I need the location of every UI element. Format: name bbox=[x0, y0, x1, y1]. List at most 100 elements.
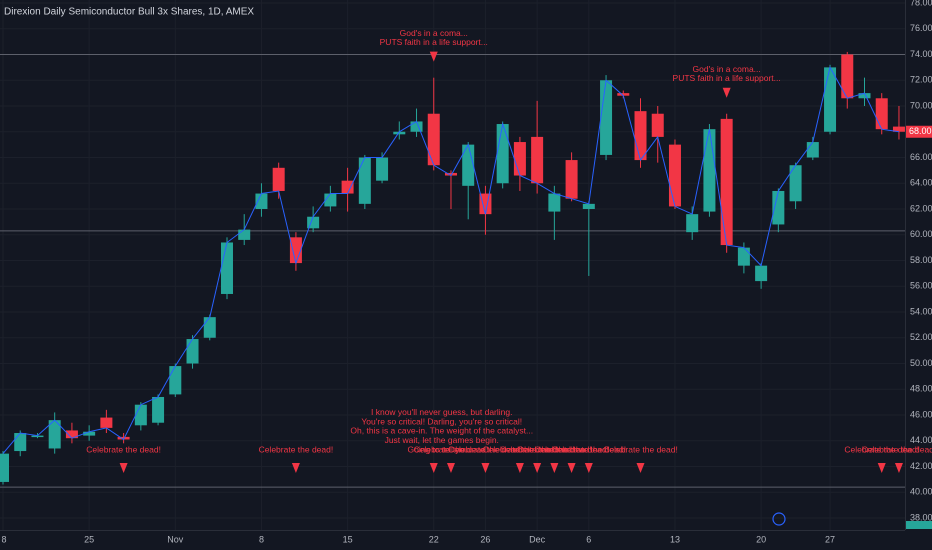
candle-body bbox=[841, 54, 854, 99]
annotation-text: Celebrate the dead! bbox=[259, 444, 334, 454]
candle-body bbox=[14, 433, 27, 452]
candle-body bbox=[0, 453, 9, 482]
candle-body bbox=[531, 136, 544, 184]
candle-body bbox=[496, 124, 509, 184]
x-tick-label: 13 bbox=[670, 534, 680, 544]
candle-body bbox=[272, 167, 285, 191]
last-price-label: 68.00 bbox=[909, 126, 932, 136]
signal-marker bbox=[636, 463, 645, 473]
annotation-text: Going to tell you... bbox=[407, 444, 476, 454]
signal-marker bbox=[877, 463, 886, 473]
signal-marker bbox=[533, 463, 542, 473]
candle-body bbox=[238, 229, 251, 240]
y-tick-label: 60.00 bbox=[910, 229, 932, 239]
candle-body bbox=[858, 93, 871, 99]
candle-body bbox=[772, 190, 785, 225]
annotation-text: Celebrate the dead! bbox=[844, 444, 919, 454]
candle-body bbox=[617, 93, 630, 96]
signal-marker bbox=[550, 463, 559, 473]
annotation-text: Celebrate the dead! bbox=[500, 444, 575, 454]
candle-body bbox=[668, 144, 681, 207]
candle-body bbox=[307, 216, 320, 229]
y-tick-label: 66.00 bbox=[910, 152, 932, 162]
candle-body bbox=[720, 118, 733, 246]
grid bbox=[0, 0, 905, 530]
x-tick-label: 20 bbox=[756, 534, 766, 544]
candle-body bbox=[548, 193, 561, 212]
annotation-text: God's in a coma... bbox=[400, 28, 468, 38]
y-tick-label: 62.00 bbox=[910, 203, 932, 213]
annotation-text: PUTS faith in a life support... bbox=[673, 73, 781, 83]
candle-body bbox=[65, 430, 78, 439]
signal-marker bbox=[446, 463, 455, 473]
x-tick-label: 8 bbox=[1, 534, 6, 544]
candle-body bbox=[444, 172, 457, 176]
candle-body bbox=[789, 165, 802, 202]
x-tick-label: 8 bbox=[259, 534, 264, 544]
annotation-text: I know you'll never guess, but darling. bbox=[371, 407, 512, 417]
candle-body bbox=[341, 180, 354, 194]
y-tick-label: 54.00 bbox=[910, 306, 932, 316]
candle-body bbox=[134, 404, 147, 426]
dividend-icon bbox=[772, 512, 786, 526]
annotation-text: PUTS faith in a life support... bbox=[380, 37, 488, 47]
annotation-text: Celebrate the dead! bbox=[551, 444, 626, 454]
candle-body bbox=[806, 142, 819, 158]
annotation-text: Oh, this is a cave-in. The weight of the… bbox=[350, 426, 533, 436]
x-tick-label: 15 bbox=[343, 534, 353, 544]
signal-marker bbox=[722, 87, 731, 98]
signal-marker bbox=[291, 463, 300, 473]
x-tick-label: Dec bbox=[529, 534, 546, 544]
annotation-text: You're so critical! Darling, you're so c… bbox=[361, 416, 522, 426]
annotations: God's in a coma...PUTS faith in a life s… bbox=[86, 28, 932, 473]
candle-body bbox=[875, 98, 888, 130]
signal-marker bbox=[584, 463, 593, 473]
chart-title: Direxion Daily Semiconductor Bull 3x Sha… bbox=[4, 7, 254, 18]
y-tick-label: 72.00 bbox=[910, 75, 932, 85]
candle-body bbox=[600, 80, 613, 155]
annotation-text: God's in a coma... bbox=[693, 64, 761, 74]
signal-marker bbox=[567, 463, 576, 473]
annotation-text: Celebrate the dead! bbox=[534, 444, 609, 454]
candle-body bbox=[186, 339, 199, 364]
x-tick-label: 27 bbox=[825, 534, 835, 544]
candle-body bbox=[703, 129, 716, 212]
y-tick-label: 42.00 bbox=[910, 461, 932, 471]
candle-body bbox=[582, 203, 595, 209]
candle-body bbox=[255, 193, 268, 209]
candle-body bbox=[427, 113, 440, 166]
candle-body bbox=[376, 157, 389, 181]
candle-body bbox=[634, 111, 647, 161]
y-tick-label: 56.00 bbox=[910, 281, 932, 291]
candle-body bbox=[169, 366, 182, 395]
candle-body bbox=[462, 144, 475, 186]
y-tick-label: 50.00 bbox=[910, 358, 932, 368]
last-price-badge bbox=[906, 125, 932, 138]
signal-marker bbox=[429, 463, 438, 473]
annotation-text: Celebrate the dead! bbox=[603, 444, 678, 454]
signal-marker bbox=[429, 51, 438, 62]
candle-body bbox=[410, 121, 423, 132]
y-tick-label: 38.00 bbox=[910, 512, 932, 522]
annotation-text: Celebrate the dead! bbox=[483, 444, 558, 454]
candle-body bbox=[117, 436, 130, 440]
y-tick-label: 44.00 bbox=[910, 435, 932, 445]
x-tick-label: Nov bbox=[167, 534, 184, 544]
candle-body bbox=[220, 242, 233, 294]
candle-body bbox=[100, 417, 113, 428]
signal-marker bbox=[119, 463, 128, 473]
annotation-text: Celebrate the dead! bbox=[86, 444, 161, 454]
x-tick-label: 26 bbox=[480, 534, 490, 544]
signal-marker bbox=[515, 463, 524, 473]
y-tick-label: 46.00 bbox=[910, 409, 932, 419]
candle-body bbox=[31, 435, 44, 438]
candle-body bbox=[358, 157, 371, 204]
candle-body bbox=[755, 265, 768, 282]
annotation-text: Just wait, let the games begin. bbox=[385, 435, 499, 445]
annotation-text: Celebrate the dead! bbox=[414, 444, 489, 454]
y-tick-label: 58.00 bbox=[910, 255, 932, 265]
candle-body bbox=[824, 67, 837, 132]
